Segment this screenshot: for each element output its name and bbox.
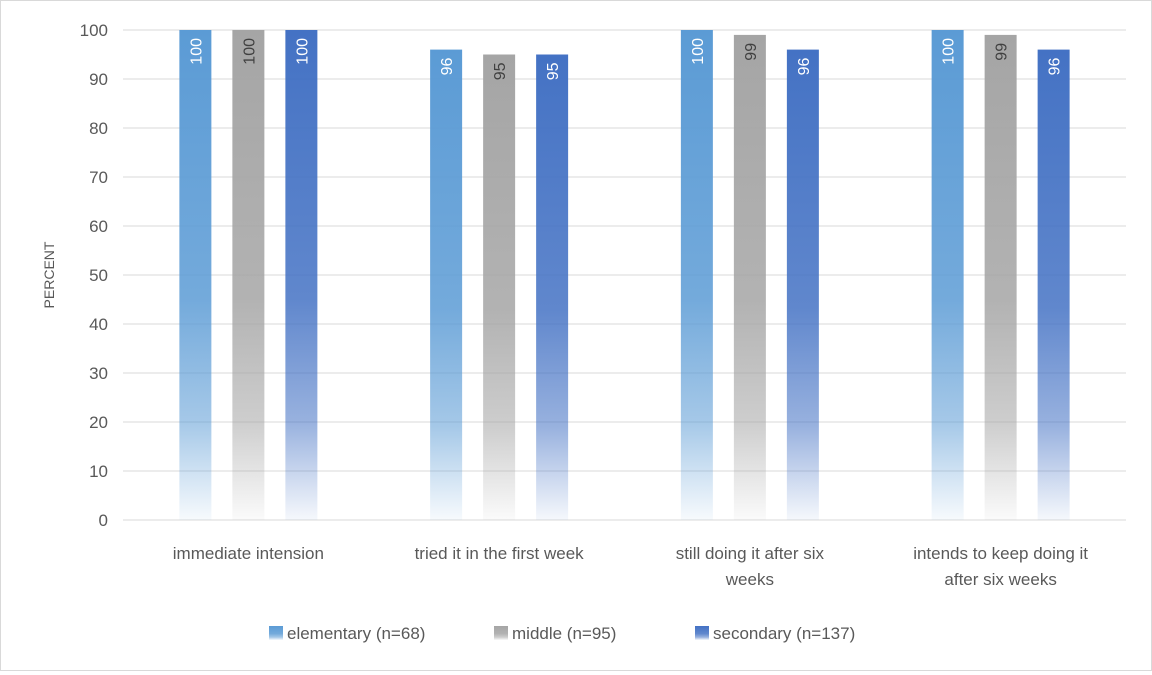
- bar-data-label: 96: [439, 57, 456, 75]
- y-axis-ticks: 0 10 20 30 40 50 60 70 80 90 100: [80, 21, 108, 530]
- bar: [285, 30, 318, 520]
- bar: [232, 30, 265, 520]
- bar-data-label: 95: [545, 62, 562, 80]
- x-tick-label: intends to keep doing it: [913, 544, 1088, 563]
- legend-swatch: [269, 626, 283, 640]
- bar: [984, 34, 1017, 521]
- y-tick-label: 90: [89, 70, 108, 89]
- bar-data-label: 100: [690, 38, 707, 65]
- bar-data-label: 99: [743, 43, 760, 61]
- bar: [931, 30, 964, 520]
- y-tick-label: 50: [89, 266, 108, 285]
- bar-data-label: 100: [241, 38, 258, 65]
- bar-data-label: 99: [994, 43, 1011, 61]
- y-tick-label: 70: [89, 168, 108, 187]
- bar-data-label: 96: [796, 57, 813, 75]
- x-tick-label: after six weeks: [944, 570, 1056, 589]
- y-tick-label: 40: [89, 315, 108, 334]
- bar-data-label: 100: [941, 38, 958, 65]
- bar: [680, 30, 713, 520]
- x-tick-label: still doing it after six: [676, 544, 825, 563]
- legend-swatch: [695, 626, 709, 640]
- y-tick-label: 0: [99, 511, 108, 530]
- bar: [483, 54, 516, 520]
- gridlines: [123, 29, 1126, 521]
- y-tick-label: 100: [80, 21, 108, 40]
- y-tick-label: 60: [89, 217, 108, 236]
- legend-label: middle (n=95): [512, 624, 616, 643]
- bars: [179, 30, 1070, 521]
- bar: [733, 34, 766, 521]
- x-tick-label: tried it in the first week: [415, 544, 585, 563]
- bar: [786, 49, 819, 520]
- bar-data-labels: 100 100 100 96 95 95 100 99 96 100 99 96: [188, 38, 1063, 80]
- x-tick-label: immediate intension: [173, 544, 324, 563]
- y-tick-label: 10: [89, 462, 108, 481]
- legend: elementary (n=68) middle (n=95) secondary …: [269, 624, 855, 643]
- legend-label: elementary (n=68): [287, 624, 425, 643]
- y-axis-label: PERCENT: [41, 241, 57, 308]
- bar: [179, 30, 212, 520]
- y-tick-label: 80: [89, 119, 108, 138]
- x-axis-labels: immediate intension tried it in the first…: [173, 544, 1089, 589]
- bar: [430, 49, 463, 520]
- bar-data-label: 96: [1047, 57, 1064, 75]
- bar: [536, 54, 569, 520]
- legend-label: secondary (n=137): [713, 624, 855, 643]
- bar-data-label: 100: [188, 38, 205, 65]
- legend-swatch: [494, 626, 508, 640]
- x-tick-label: weeks: [725, 570, 774, 589]
- bar-data-label: 95: [492, 62, 509, 80]
- bar: [1037, 49, 1070, 520]
- bar-data-label: 100: [294, 38, 311, 65]
- y-tick-label: 20: [89, 413, 108, 432]
- y-tick-label: 30: [89, 364, 108, 383]
